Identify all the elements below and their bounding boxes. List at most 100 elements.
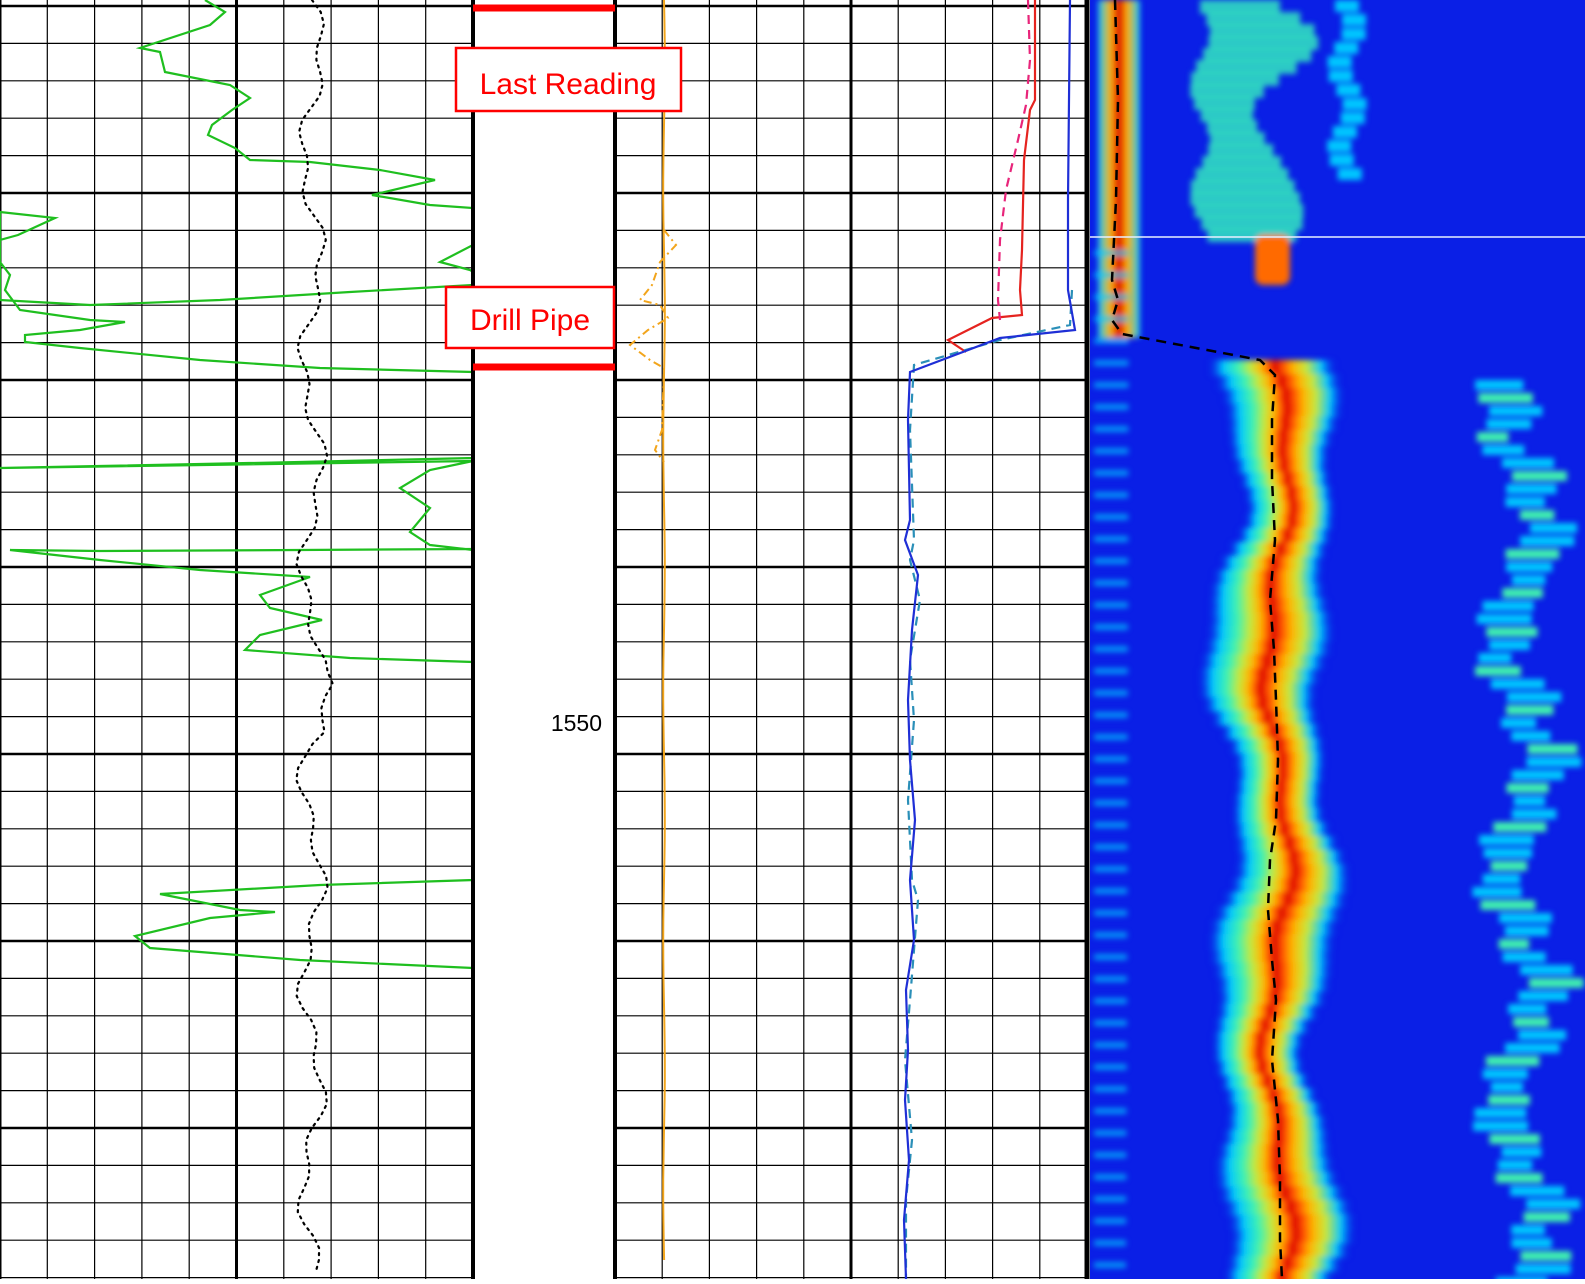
image-cyan-patch xyxy=(1504,926,1549,936)
image-band-segment xyxy=(1233,458,1330,474)
cyan-dashed-curve xyxy=(903,289,1074,1279)
image-band-segment xyxy=(1224,402,1344,418)
image-track-blobs xyxy=(1094,0,1584,1284)
image-cyan-patch xyxy=(1518,991,1568,1001)
image-cyan-patch xyxy=(1094,1174,1127,1180)
image-band-segment xyxy=(1217,990,1328,1006)
image-cyan-patch xyxy=(1196,60,1297,74)
image-band-segment xyxy=(1244,486,1335,502)
drill-pipe-label: Drill Pipe xyxy=(470,304,590,337)
image-band-segment xyxy=(1237,528,1333,544)
image-band-segment xyxy=(1227,1214,1357,1230)
image-cyan-patch xyxy=(1499,913,1552,923)
image-cyan-patch xyxy=(1328,70,1353,82)
image-cyan-patch xyxy=(1094,382,1129,388)
image-band-segment xyxy=(1206,934,1336,950)
image-cyan-patch xyxy=(1094,492,1129,498)
image-cyan-patch xyxy=(1511,809,1557,819)
image-cyan-patch xyxy=(1505,1043,1560,1053)
image-cyan-patch xyxy=(1520,536,1575,546)
image-cyan-patch xyxy=(1094,558,1128,564)
image-cyan-patch xyxy=(1094,976,1127,982)
image-band-segment xyxy=(1098,16,1140,34)
image-band-segment xyxy=(1098,144,1140,162)
image-band-segment xyxy=(1220,724,1323,740)
image-band-segment xyxy=(1235,850,1347,866)
image-cyan-patch xyxy=(1335,0,1359,12)
image-cyan-patch xyxy=(1474,1108,1527,1118)
image-band-segment xyxy=(1212,570,1325,586)
image-cyan-patch xyxy=(1094,800,1128,806)
image-cyan-patch xyxy=(1094,602,1128,608)
image-cyan-patch xyxy=(1200,108,1253,122)
image-band-segment xyxy=(1233,752,1327,768)
image-cyan-patch xyxy=(1482,445,1525,455)
image-cyan-patch xyxy=(1490,861,1528,871)
image-cyan-patch xyxy=(1342,98,1367,110)
image-band-segment xyxy=(1222,1200,1353,1216)
image-band-segment xyxy=(1213,1158,1336,1174)
image-cyan-patch xyxy=(1094,580,1128,586)
image-band-segment xyxy=(1243,514,1336,530)
image-cyan-patch xyxy=(1488,1095,1530,1105)
image-cyan-patch xyxy=(1506,783,1549,793)
image-band-segment xyxy=(1098,48,1140,66)
image-cyan-patch xyxy=(1094,888,1128,894)
image-band-segment xyxy=(1098,176,1140,194)
image-cyan-patch xyxy=(1483,848,1533,858)
image-band-segment xyxy=(1221,388,1346,404)
image-band-segment xyxy=(1210,710,1320,726)
image-band-segment xyxy=(1225,1116,1329,1132)
image-cyan-patch xyxy=(1482,1069,1528,1079)
image-cyan-patch xyxy=(1094,712,1128,718)
image-cyan-patch xyxy=(1203,48,1312,62)
image-cyan-patch xyxy=(1195,168,1289,182)
image-band-centerline xyxy=(1110,0,1284,1280)
image-cyan-patch xyxy=(1502,458,1554,468)
image-cyan-patch xyxy=(1527,744,1578,754)
image-cyan-patch xyxy=(1519,510,1555,520)
image-band-segment xyxy=(1197,668,1323,684)
image-cyan-patch xyxy=(1190,84,1264,98)
image-cyan-patch xyxy=(1511,1225,1545,1235)
image-band-segment xyxy=(1214,1060,1305,1076)
image-cyan-patch xyxy=(1491,1082,1523,1092)
image-cyan-patch xyxy=(1482,601,1534,611)
image-band-segment xyxy=(1207,612,1335,628)
image-band-segment xyxy=(1226,416,1340,432)
image-band-segment xyxy=(1098,64,1140,82)
image-cyan-patch xyxy=(1530,523,1577,533)
image-cyan-patch xyxy=(1513,1017,1549,1027)
image-cyan-patch xyxy=(1094,1130,1127,1136)
image-cyan-patch xyxy=(1507,692,1562,702)
image-band-segment xyxy=(1206,626,1336,642)
image-cyan-patch xyxy=(1191,72,1279,86)
image-band-segment xyxy=(1226,1256,1344,1272)
image-band-segment xyxy=(1229,444,1331,460)
image-cyan-patch xyxy=(1510,1186,1565,1196)
image-cyan-patch xyxy=(1475,666,1521,676)
image-band-segment xyxy=(1239,472,1332,488)
image-band-segment xyxy=(1203,640,1334,656)
image-band-segment xyxy=(1221,1130,1331,1146)
image-cyan-patch xyxy=(1501,718,1536,728)
image-cyan-patch xyxy=(1194,204,1304,218)
image-band-segment xyxy=(1098,160,1140,178)
image-cyan-patch xyxy=(1489,406,1543,416)
image-cyan-patch xyxy=(1490,679,1545,689)
image-band-segment xyxy=(1224,1088,1318,1104)
image-band-segment xyxy=(1199,654,1329,670)
image-cyan-patch xyxy=(1512,575,1546,585)
orange-curve xyxy=(662,0,666,1261)
image-cyan-patch xyxy=(1206,12,1301,26)
image-cyan-patch xyxy=(1094,646,1128,652)
image-cyan-patch xyxy=(1201,216,1303,230)
image-cyan-patch xyxy=(1094,668,1128,674)
image-cyan-patch xyxy=(1200,0,1280,14)
image-cyan-patch xyxy=(1094,778,1128,784)
image-cyan-patch xyxy=(1342,14,1367,26)
image-cyan-patch xyxy=(1493,822,1547,832)
image-cyan-patch xyxy=(1511,731,1551,741)
image-cyan-patch xyxy=(1495,1173,1543,1183)
